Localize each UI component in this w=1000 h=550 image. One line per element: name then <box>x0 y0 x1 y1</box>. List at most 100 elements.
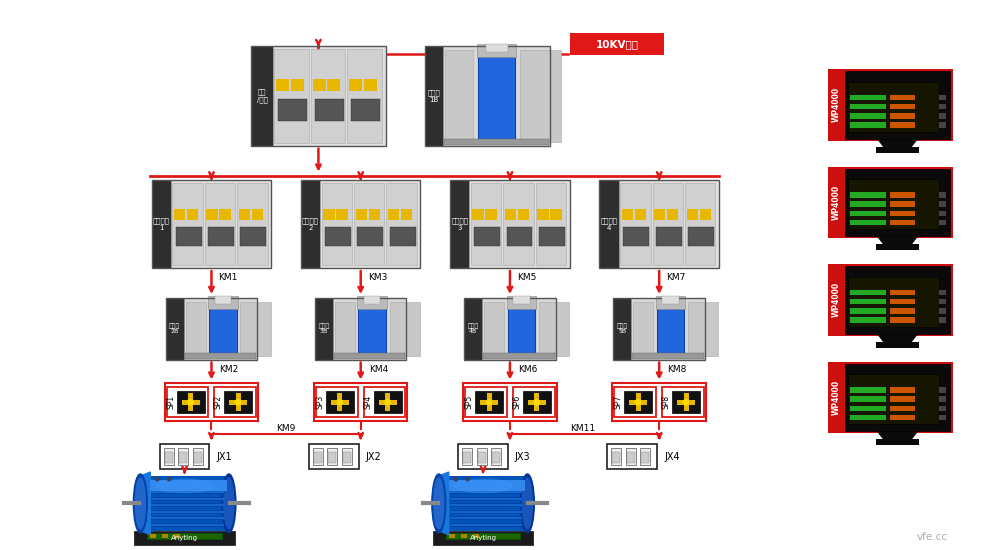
FancyBboxPatch shape <box>640 448 650 465</box>
FancyBboxPatch shape <box>237 184 268 265</box>
Ellipse shape <box>432 474 446 533</box>
FancyBboxPatch shape <box>513 296 530 304</box>
FancyBboxPatch shape <box>656 227 682 246</box>
Text: SP7: SP7 <box>614 395 623 410</box>
FancyBboxPatch shape <box>151 511 224 513</box>
FancyBboxPatch shape <box>205 184 235 265</box>
FancyBboxPatch shape <box>939 220 946 225</box>
Ellipse shape <box>520 474 534 533</box>
FancyBboxPatch shape <box>187 210 198 220</box>
FancyBboxPatch shape <box>252 210 263 220</box>
Ellipse shape <box>434 478 444 529</box>
FancyBboxPatch shape <box>653 184 683 265</box>
FancyBboxPatch shape <box>633 302 653 356</box>
FancyBboxPatch shape <box>151 522 224 527</box>
FancyBboxPatch shape <box>151 491 224 493</box>
FancyBboxPatch shape <box>313 448 323 465</box>
Circle shape <box>454 477 458 481</box>
Text: 变压器
3B: 变压器 3B <box>318 323 330 334</box>
FancyBboxPatch shape <box>507 227 532 246</box>
Text: 数字电源
3: 数字电源 3 <box>451 217 468 231</box>
FancyBboxPatch shape <box>334 353 405 359</box>
FancyBboxPatch shape <box>477 448 487 465</box>
FancyBboxPatch shape <box>151 510 224 514</box>
FancyBboxPatch shape <box>491 448 501 465</box>
FancyBboxPatch shape <box>315 99 344 121</box>
FancyBboxPatch shape <box>550 210 562 220</box>
FancyBboxPatch shape <box>450 516 522 520</box>
FancyBboxPatch shape <box>939 397 946 402</box>
FancyBboxPatch shape <box>369 210 380 220</box>
FancyBboxPatch shape <box>320 180 420 268</box>
FancyBboxPatch shape <box>620 184 651 265</box>
Text: WP4000: WP4000 <box>832 282 841 317</box>
FancyBboxPatch shape <box>167 387 208 417</box>
Circle shape <box>636 400 641 405</box>
FancyBboxPatch shape <box>828 361 953 433</box>
FancyBboxPatch shape <box>179 452 187 463</box>
FancyBboxPatch shape <box>160 444 209 469</box>
FancyBboxPatch shape <box>450 522 522 527</box>
FancyBboxPatch shape <box>450 491 522 494</box>
Polygon shape <box>878 236 917 245</box>
FancyBboxPatch shape <box>469 180 570 268</box>
FancyBboxPatch shape <box>364 296 380 304</box>
FancyBboxPatch shape <box>828 167 953 238</box>
FancyBboxPatch shape <box>478 452 486 463</box>
Text: 变压器
5B: 变压器 5B <box>617 323 628 334</box>
FancyBboxPatch shape <box>162 534 168 538</box>
FancyBboxPatch shape <box>276 79 289 91</box>
Ellipse shape <box>133 474 147 533</box>
FancyBboxPatch shape <box>657 304 684 353</box>
FancyBboxPatch shape <box>667 210 678 220</box>
FancyBboxPatch shape <box>357 296 387 309</box>
FancyBboxPatch shape <box>151 504 224 507</box>
Ellipse shape <box>224 478 234 529</box>
FancyBboxPatch shape <box>677 400 695 405</box>
FancyBboxPatch shape <box>570 33 664 55</box>
FancyBboxPatch shape <box>151 517 224 519</box>
FancyBboxPatch shape <box>178 448 188 465</box>
FancyBboxPatch shape <box>850 415 886 420</box>
FancyBboxPatch shape <box>463 383 557 421</box>
FancyBboxPatch shape <box>890 113 915 119</box>
FancyBboxPatch shape <box>333 298 406 360</box>
Circle shape <box>466 477 469 481</box>
Text: 变压器
1B: 变压器 1B <box>428 89 441 103</box>
Circle shape <box>487 400 492 405</box>
FancyBboxPatch shape <box>463 452 471 463</box>
Ellipse shape <box>454 479 512 493</box>
FancyBboxPatch shape <box>151 497 224 501</box>
Circle shape <box>155 477 159 481</box>
FancyBboxPatch shape <box>890 122 915 128</box>
FancyBboxPatch shape <box>492 452 500 463</box>
FancyBboxPatch shape <box>444 139 549 145</box>
FancyBboxPatch shape <box>240 227 266 246</box>
FancyBboxPatch shape <box>890 211 915 216</box>
FancyBboxPatch shape <box>461 534 467 538</box>
FancyBboxPatch shape <box>301 180 320 268</box>
FancyBboxPatch shape <box>215 296 231 304</box>
FancyBboxPatch shape <box>278 99 307 121</box>
FancyBboxPatch shape <box>273 46 386 146</box>
FancyBboxPatch shape <box>177 392 205 413</box>
FancyBboxPatch shape <box>450 511 522 513</box>
Polygon shape <box>140 472 150 535</box>
FancyBboxPatch shape <box>185 353 256 359</box>
Ellipse shape <box>135 478 145 529</box>
Polygon shape <box>878 334 917 343</box>
FancyBboxPatch shape <box>939 406 946 411</box>
FancyBboxPatch shape <box>850 122 886 128</box>
FancyBboxPatch shape <box>356 210 367 220</box>
FancyBboxPatch shape <box>612 452 620 463</box>
FancyBboxPatch shape <box>890 308 915 314</box>
FancyBboxPatch shape <box>206 210 218 220</box>
FancyBboxPatch shape <box>357 227 383 246</box>
FancyBboxPatch shape <box>214 387 256 417</box>
FancyBboxPatch shape <box>313 79 326 91</box>
FancyBboxPatch shape <box>209 304 237 353</box>
FancyBboxPatch shape <box>876 244 919 250</box>
FancyBboxPatch shape <box>480 400 498 405</box>
Circle shape <box>385 400 390 405</box>
FancyBboxPatch shape <box>349 79 362 91</box>
